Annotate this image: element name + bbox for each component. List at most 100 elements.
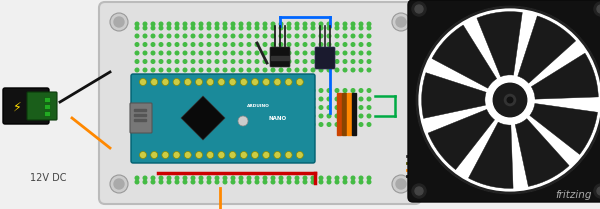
Circle shape — [343, 106, 347, 109]
Circle shape — [196, 152, 203, 158]
Circle shape — [319, 34, 323, 38]
Circle shape — [597, 187, 600, 195]
Circle shape — [175, 123, 179, 126]
Circle shape — [287, 26, 291, 30]
Circle shape — [167, 34, 171, 38]
Circle shape — [263, 89, 267, 92]
Circle shape — [396, 179, 406, 189]
Circle shape — [597, 5, 600, 13]
Circle shape — [351, 26, 355, 30]
Circle shape — [367, 114, 371, 118]
Circle shape — [255, 68, 259, 72]
Circle shape — [207, 51, 211, 55]
Circle shape — [199, 51, 203, 55]
Circle shape — [255, 89, 259, 92]
Circle shape — [191, 51, 195, 55]
Wedge shape — [477, 12, 522, 77]
Circle shape — [255, 114, 259, 118]
Circle shape — [351, 68, 355, 72]
Circle shape — [215, 176, 219, 180]
Circle shape — [159, 106, 163, 109]
Circle shape — [255, 22, 259, 26]
Circle shape — [207, 176, 211, 180]
Circle shape — [327, 22, 331, 26]
Circle shape — [343, 22, 347, 26]
Circle shape — [135, 89, 139, 92]
Circle shape — [151, 26, 155, 30]
Circle shape — [327, 106, 331, 109]
Circle shape — [319, 22, 323, 26]
Circle shape — [247, 43, 251, 46]
Circle shape — [303, 180, 307, 184]
Circle shape — [287, 123, 291, 126]
Circle shape — [263, 152, 270, 158]
Circle shape — [303, 89, 307, 92]
Circle shape — [367, 106, 371, 109]
Circle shape — [175, 176, 179, 180]
Circle shape — [367, 97, 371, 101]
Circle shape — [271, 34, 275, 38]
Circle shape — [263, 60, 267, 63]
Circle shape — [359, 106, 363, 109]
Circle shape — [247, 22, 251, 26]
Circle shape — [229, 152, 236, 158]
Circle shape — [175, 114, 179, 118]
Circle shape — [215, 51, 219, 55]
Circle shape — [183, 22, 187, 26]
Circle shape — [175, 97, 179, 101]
Circle shape — [359, 176, 363, 180]
Circle shape — [191, 114, 195, 118]
Circle shape — [311, 114, 315, 118]
Circle shape — [135, 114, 139, 118]
Circle shape — [247, 106, 251, 109]
Circle shape — [255, 60, 259, 63]
Circle shape — [139, 79, 146, 85]
Circle shape — [159, 68, 163, 72]
Circle shape — [359, 22, 363, 26]
Circle shape — [319, 97, 323, 101]
Circle shape — [240, 152, 247, 158]
Circle shape — [218, 152, 225, 158]
Circle shape — [303, 51, 307, 55]
Circle shape — [191, 176, 195, 180]
Circle shape — [231, 106, 235, 109]
Circle shape — [151, 97, 155, 101]
Circle shape — [239, 22, 243, 26]
Circle shape — [295, 97, 299, 101]
Wedge shape — [530, 103, 598, 154]
Circle shape — [215, 26, 219, 30]
Circle shape — [271, 97, 275, 101]
Circle shape — [367, 180, 371, 184]
Circle shape — [183, 89, 187, 92]
Circle shape — [285, 79, 292, 85]
Circle shape — [175, 43, 179, 46]
Circle shape — [507, 97, 513, 103]
Circle shape — [271, 89, 275, 92]
FancyBboxPatch shape — [130, 103, 152, 133]
Circle shape — [183, 26, 187, 30]
Circle shape — [343, 97, 347, 101]
Circle shape — [367, 60, 371, 63]
Circle shape — [311, 97, 315, 101]
Circle shape — [223, 89, 227, 92]
Circle shape — [359, 123, 363, 126]
Circle shape — [173, 152, 180, 158]
Circle shape — [143, 43, 147, 46]
Text: NANO: NANO — [269, 116, 287, 121]
Circle shape — [263, 51, 267, 55]
Circle shape — [271, 26, 275, 30]
Circle shape — [255, 180, 259, 184]
Circle shape — [392, 175, 410, 193]
Circle shape — [229, 79, 236, 85]
Circle shape — [263, 176, 267, 180]
Circle shape — [223, 60, 227, 63]
Circle shape — [335, 51, 339, 55]
Circle shape — [110, 175, 128, 193]
Circle shape — [359, 180, 363, 184]
Bar — [134, 114, 146, 116]
Circle shape — [351, 106, 355, 109]
Circle shape — [392, 13, 410, 31]
Circle shape — [151, 60, 155, 63]
Circle shape — [303, 22, 307, 26]
Circle shape — [359, 34, 363, 38]
